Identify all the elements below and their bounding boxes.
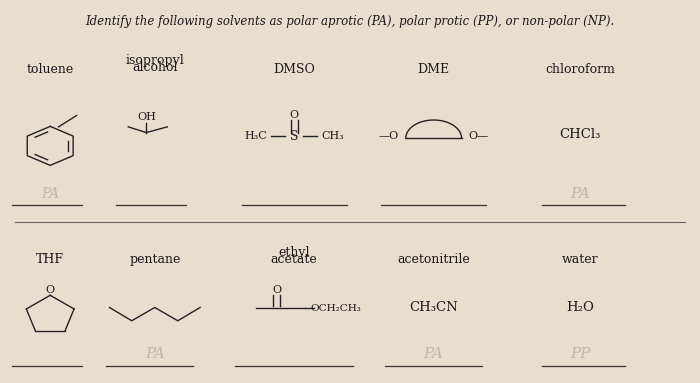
Text: —O: —O [378,131,398,141]
Text: OH: OH [137,112,156,122]
Text: DME: DME [418,63,449,76]
Text: H₃C: H₃C [244,131,267,141]
Text: alcohol: alcohol [132,61,178,74]
Text: CH₃: CH₃ [321,131,344,141]
Text: O: O [290,110,299,121]
Text: CH₃CN: CH₃CN [410,301,458,314]
Text: O—: O— [469,131,489,141]
Text: H₂O: H₂O [566,301,594,314]
Text: toluene: toluene [27,63,74,76]
Text: PA: PA [41,187,60,201]
Text: PA: PA [424,347,444,361]
Text: CHCl₃: CHCl₃ [559,128,601,141]
Text: OCH₂CH₃: OCH₂CH₃ [311,304,361,313]
Text: acetate: acetate [271,253,318,266]
Text: O: O [46,285,55,295]
Text: acetonitrile: acetonitrile [398,254,470,267]
Text: isopropyl: isopropyl [125,54,184,67]
Text: water: water [562,254,598,267]
Text: O: O [272,285,281,295]
Text: PA: PA [145,347,164,361]
Text: Identify the following solvents as polar aprotic (PA), polar protic (PP), or non: Identify the following solvents as polar… [85,15,615,28]
Text: ethyl: ethyl [279,246,310,259]
Text: chloroform: chloroform [545,63,615,76]
Text: THF: THF [36,254,64,267]
Text: S: S [290,130,298,143]
Text: PA: PA [570,187,590,201]
Text: DMSO: DMSO [273,63,315,76]
Text: pentane: pentane [129,254,181,267]
Text: PP: PP [570,347,590,361]
